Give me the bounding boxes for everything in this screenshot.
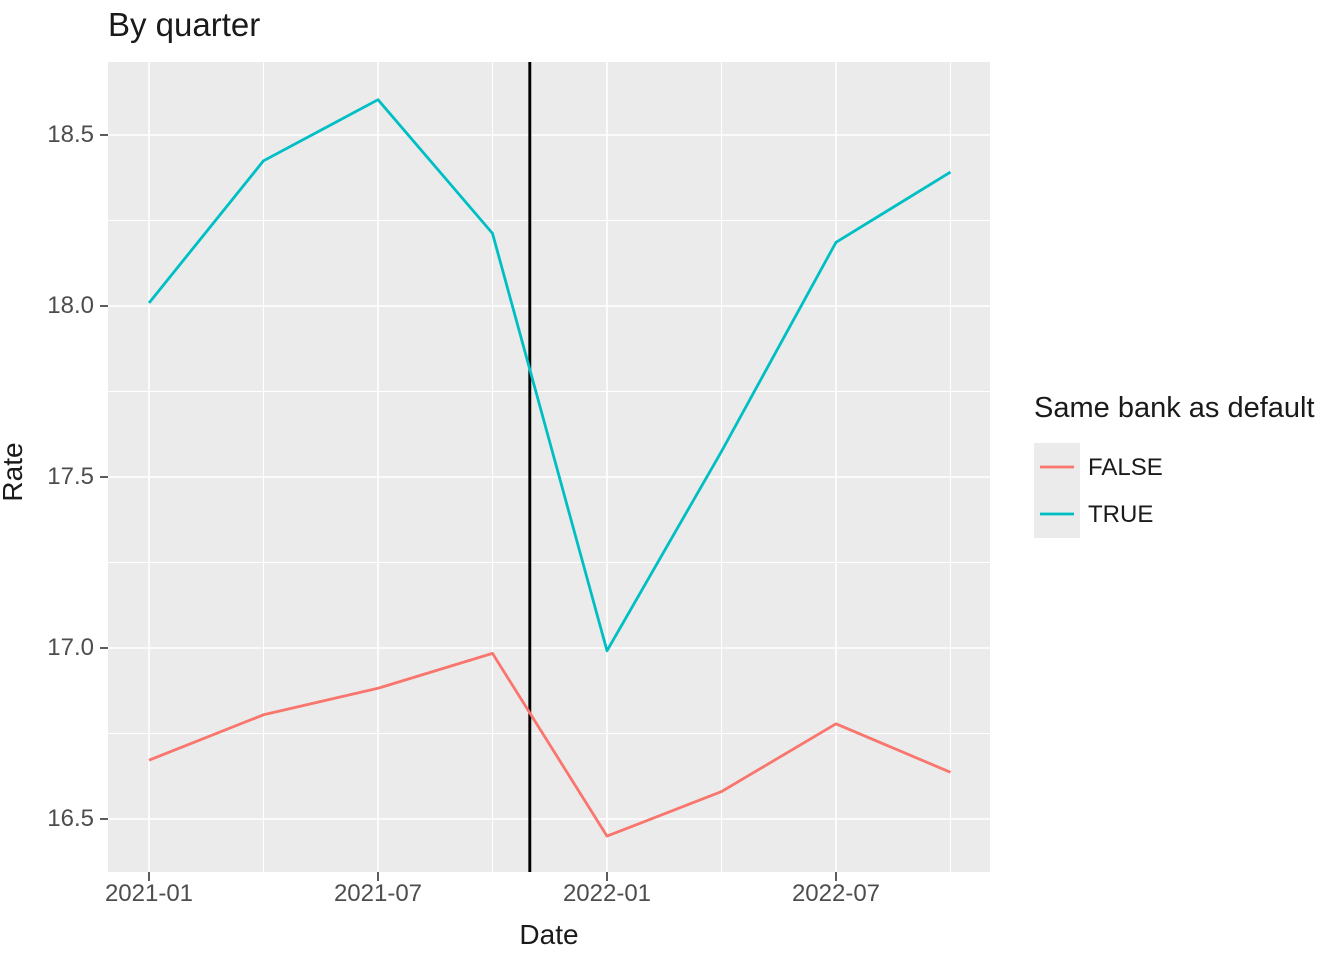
svg-text:TRUE: TRUE [1088, 501, 1153, 528]
svg-text:FALSE: FALSE [1088, 454, 1163, 481]
svg-text:2021-01: 2021-01 [105, 880, 193, 907]
svg-text:2022-07: 2022-07 [792, 880, 880, 907]
svg-text:17.0: 17.0 [47, 634, 94, 661]
svg-text:16.5: 16.5 [47, 805, 94, 832]
svg-text:17.5: 17.5 [47, 463, 94, 490]
svg-text:Same bank as default: Same bank as default [1034, 392, 1315, 424]
svg-text:2022-01: 2022-01 [563, 880, 651, 907]
svg-text:Rate: Rate [0, 442, 28, 501]
svg-text:18.0: 18.0 [47, 292, 94, 319]
svg-text:18.5: 18.5 [47, 121, 94, 148]
svg-text:2021-07: 2021-07 [334, 880, 422, 907]
svg-text:Date: Date [519, 919, 578, 950]
